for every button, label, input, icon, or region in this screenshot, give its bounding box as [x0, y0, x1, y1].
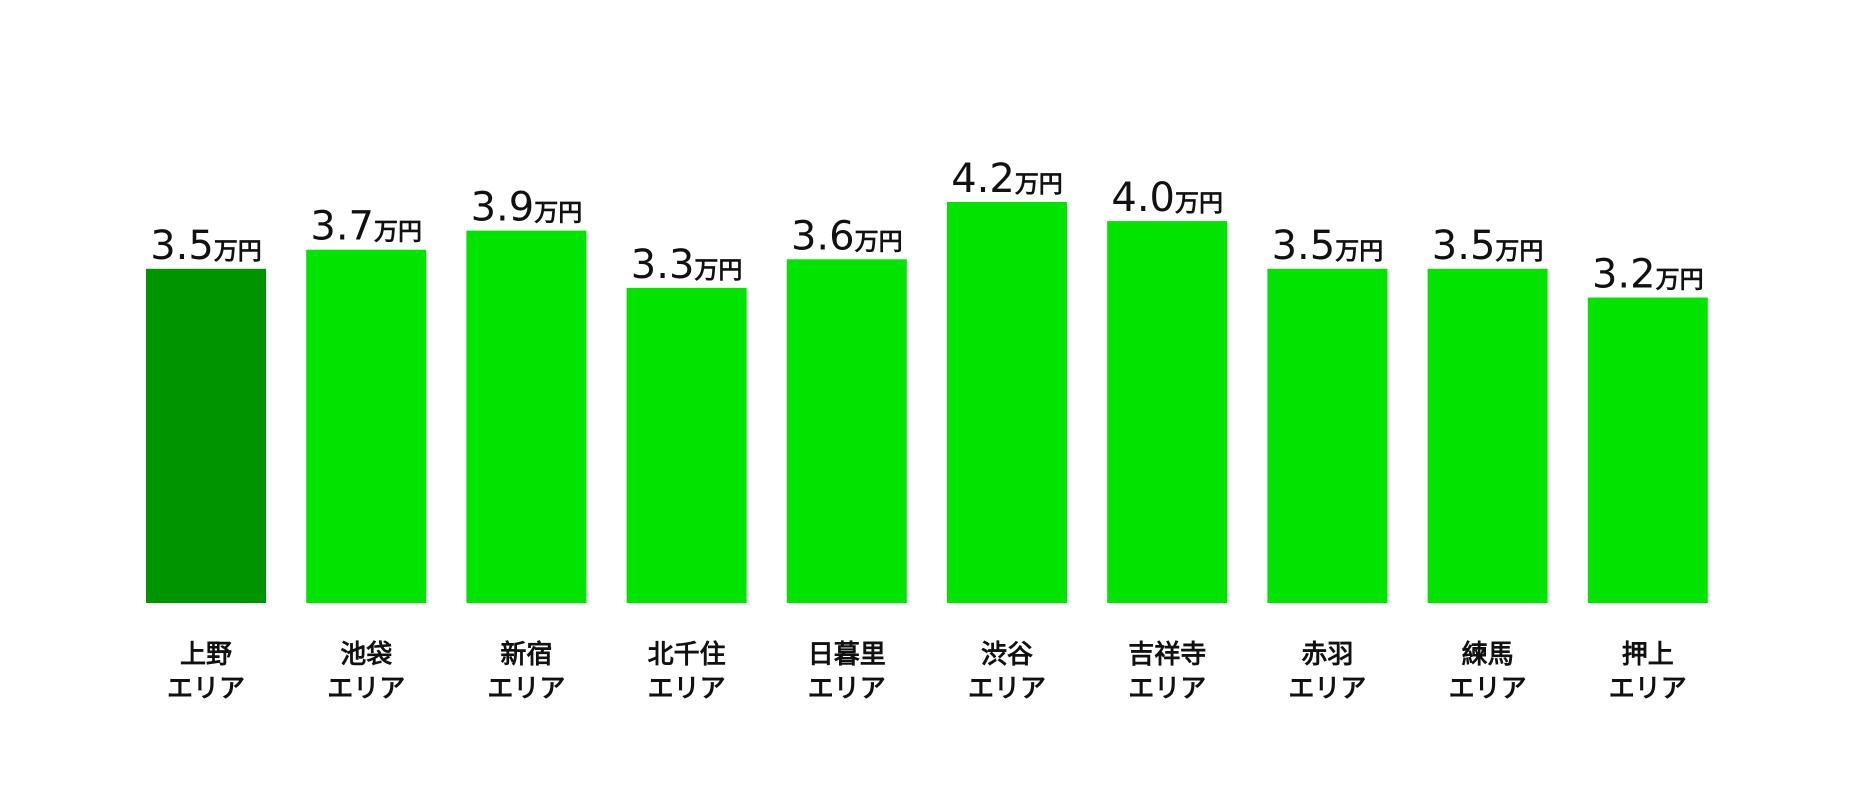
category-label-3: 新宿: [500, 639, 552, 670]
category-label-5: 日暮里: [808, 640, 886, 670]
category-suffix-3: エリア: [487, 674, 565, 704]
category-label-2: 池袋: [340, 640, 393, 670]
value-unit: 万円: [534, 199, 582, 227]
value-unit: 万円: [1175, 189, 1223, 217]
value-number: 3.5: [1272, 223, 1336, 269]
bar-4: [626, 287, 747, 603]
value-unit: 万円: [855, 227, 903, 255]
bar-value-label-5: 3.6万円: [791, 213, 903, 259]
bar-value-label-1: 3.5万円: [150, 223, 262, 269]
value-unit: 万円: [1656, 266, 1704, 294]
category-suffix-2: エリア: [327, 674, 405, 704]
value-number: 4.0: [1111, 175, 1175, 221]
category-label-9: 練馬: [1462, 639, 1514, 670]
value-unit: 万円: [1495, 237, 1543, 265]
bar-6: [947, 202, 1067, 603]
category-label-1: 上野: [180, 640, 232, 670]
bar-9: [1427, 268, 1548, 603]
bar-10: [1587, 297, 1708, 603]
value-number: 3.6: [791, 213, 855, 259]
category-suffix-6: エリア: [968, 674, 1046, 704]
value-unit: 万円: [374, 218, 422, 246]
value-number: 3.7: [310, 204, 374, 250]
bar-value-label-4: 3.3万円: [631, 242, 743, 288]
category-suffix-8: エリア: [1288, 674, 1366, 704]
value-unit: 万円: [1015, 170, 1063, 198]
bar-2: [306, 249, 427, 603]
category-suffix-4: エリア: [648, 674, 726, 704]
category-suffix-1: エリア: [167, 674, 245, 704]
bar-value-label-6: 4.2万円: [951, 156, 1063, 202]
value-number: 3.3: [631, 242, 695, 288]
bar-value-label-3: 3.9万円: [471, 185, 583, 231]
category-label-6: 渋谷: [981, 640, 1034, 670]
category-suffix-10: エリア: [1609, 674, 1687, 704]
value-unit: 万円: [694, 256, 742, 284]
bar-value-label-9: 3.5万円: [1432, 223, 1544, 269]
bar-3: [466, 230, 587, 603]
bar-value-label-10: 3.2万円: [1592, 252, 1704, 298]
bar-7: [1107, 221, 1228, 603]
value-number: 3.5: [150, 223, 214, 269]
category-suffix-9: エリア: [1449, 674, 1527, 704]
value-number: 3.9: [471, 185, 535, 231]
bar-8: [1267, 268, 1388, 603]
category-label-10: 押上: [1622, 640, 1674, 670]
category-label-4: 北千住: [648, 639, 726, 670]
category-suffix-5: エリア: [808, 674, 886, 704]
bar-1: [146, 268, 266, 603]
value-number: 3.5: [1432, 223, 1496, 269]
value-number: 4.2: [951, 156, 1015, 202]
value-unit: 万円: [214, 237, 262, 265]
value-number: 3.2: [1592, 252, 1656, 298]
bar-value-label-2: 3.7万円: [310, 204, 422, 250]
value-unit: 万円: [1335, 237, 1383, 265]
bar-value-label-7: 4.0万円: [1111, 175, 1223, 221]
category-suffix-7: エリア: [1128, 674, 1206, 704]
bar-value-label-8: 3.5万円: [1272, 223, 1384, 269]
category-label-7: 吉祥寺: [1128, 640, 1206, 670]
category-label-8: 赤羽: [1301, 640, 1353, 670]
bar-5: [786, 259, 907, 603]
